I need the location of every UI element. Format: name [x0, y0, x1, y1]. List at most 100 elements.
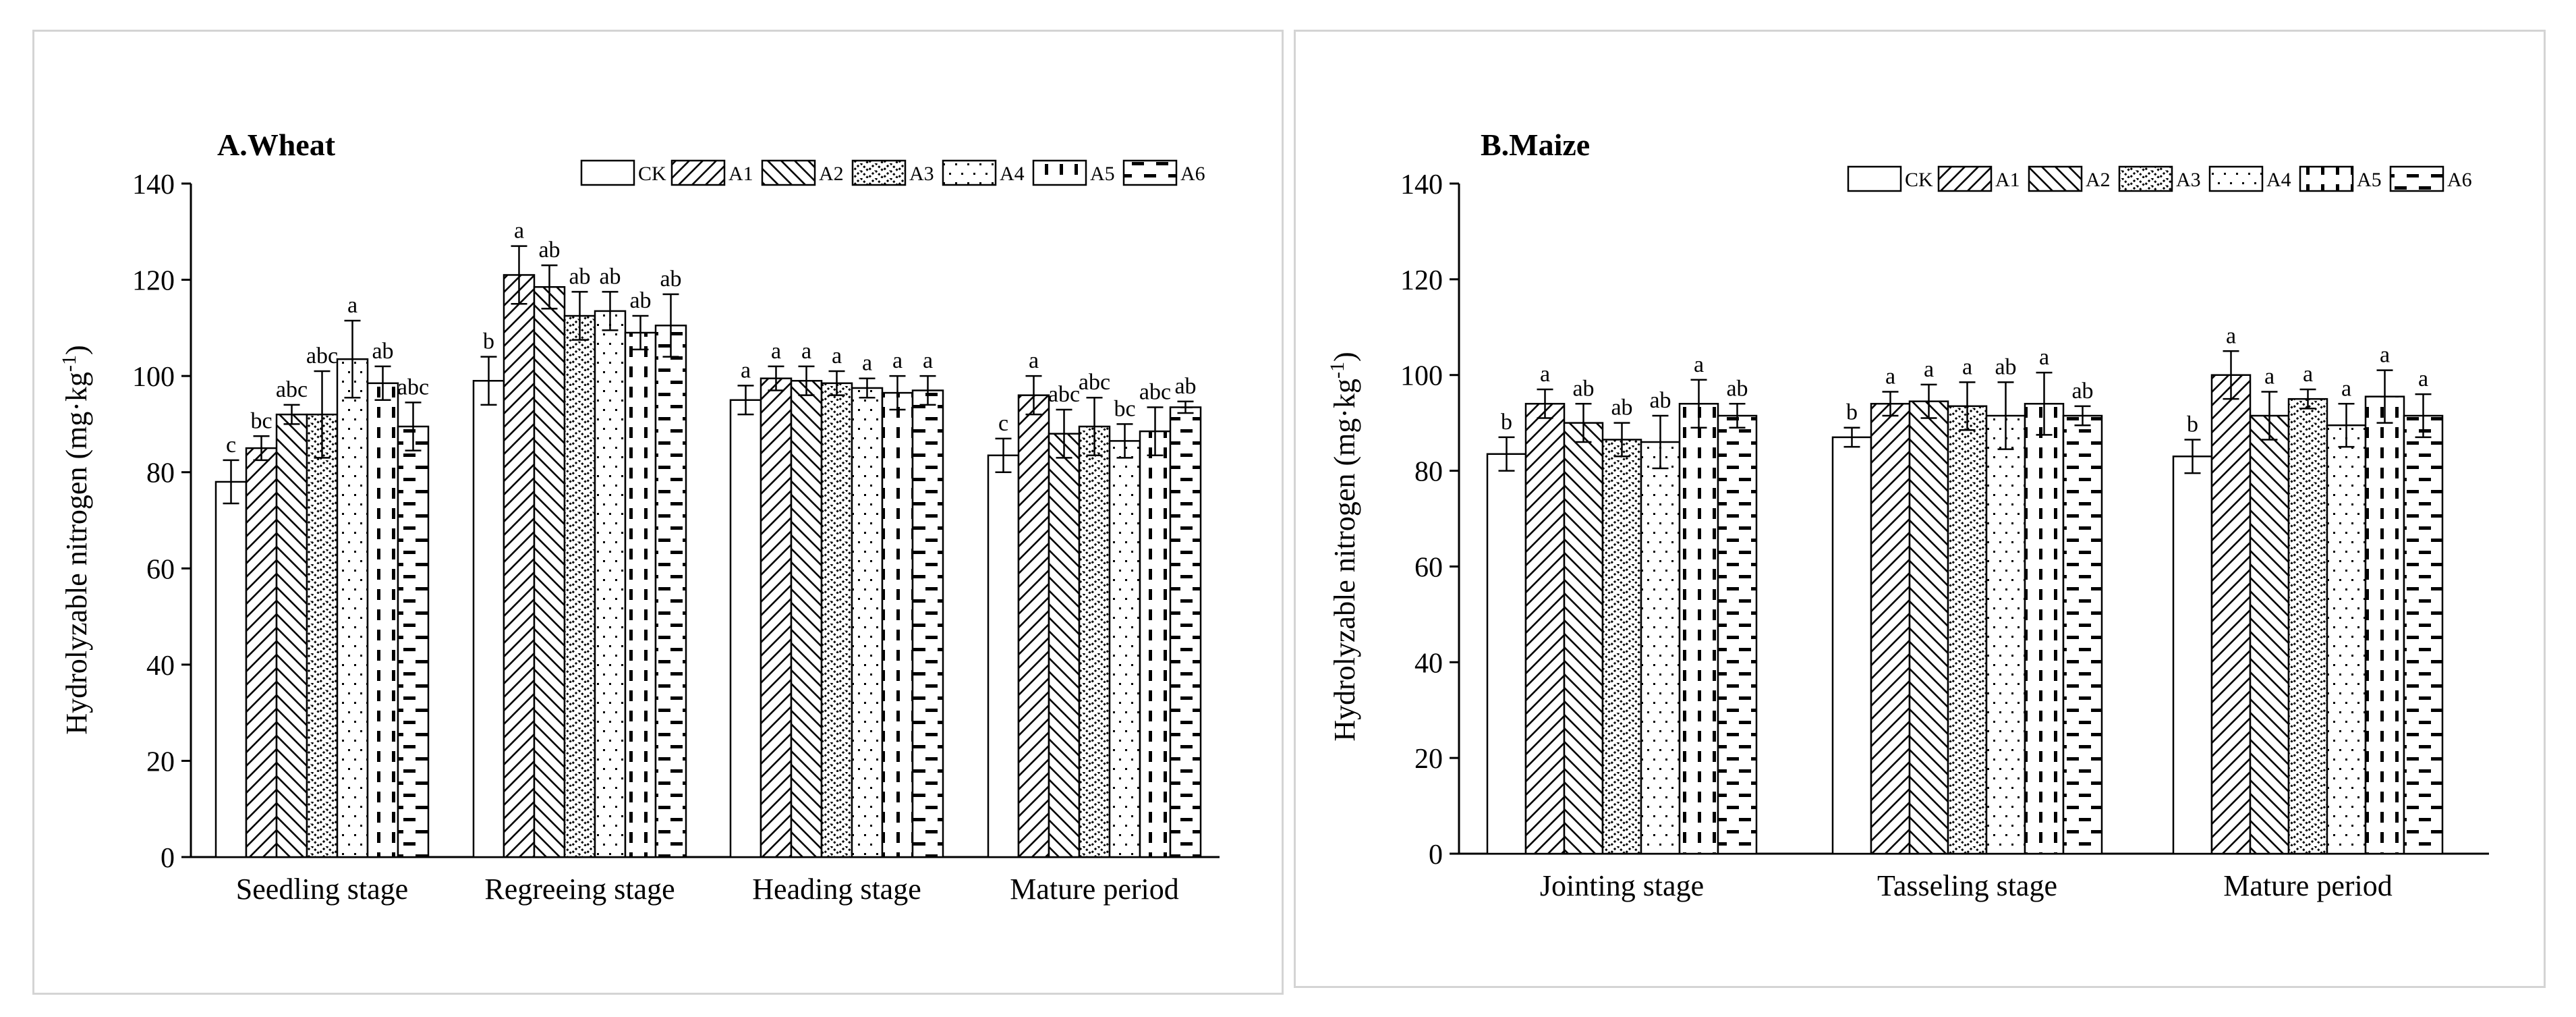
wheat-panel-title: A.Wheat — [217, 128, 336, 162]
maize-significance-label: a — [1962, 354, 1972, 379]
wheat-significance-label: c — [998, 411, 1008, 436]
wheat-bar — [911, 389, 944, 858]
wheat-significance-label: ab — [1174, 374, 1196, 399]
maize-significance-label: a — [1540, 362, 1550, 387]
wheat-significance-label: ab — [629, 288, 651, 313]
wheat-y-axis-label-exp: -1 — [58, 355, 80, 372]
maize-significance-label: a — [2226, 323, 2236, 348]
maize-bar — [1870, 403, 1911, 855]
wheat-bar — [1139, 430, 1172, 858]
wheat-bar — [533, 286, 566, 858]
wheat-category-label: Seedling stage — [236, 873, 408, 906]
wheat-significance-label: a — [741, 358, 751, 383]
wheat-y-axis-label-main: Hydrolyzable nitrogen (mg·kg — [60, 372, 93, 735]
wheat-significance-label: abc — [1048, 382, 1080, 407]
maize-legend-label: A6 — [2447, 169, 2472, 191]
maize-significance-label: a — [1694, 352, 1704, 377]
maize-legend-label: A4 — [2266, 169, 2291, 191]
wheat-legend-label: CK — [638, 163, 666, 185]
maize-bar — [2287, 397, 2328, 855]
maize-legend-swatch — [1937, 165, 1993, 192]
wheat-bar — [306, 413, 339, 858]
wheat-legend-swatch — [1122, 159, 1178, 186]
maize-legend-label: CK — [1905, 169, 1933, 191]
wheat-legend-swatch — [942, 159, 997, 186]
wheat-significance-label: abc — [1139, 379, 1171, 404]
maize-bar — [1640, 441, 1681, 855]
wheat-legend: CK A1 A2 A3 A4 A5 A6 — [580, 159, 1205, 186]
wheat-significance-label: abc — [1079, 370, 1110, 395]
maize-y-axis-label-close: ) — [1328, 352, 1361, 362]
maize-significance-label: a — [2418, 366, 2428, 391]
wheat-bar — [594, 310, 627, 858]
maize-y-axis-label-main: Hydrolyzable nitrogen (mg·kg — [1328, 379, 1361, 742]
wheat-bar — [624, 331, 657, 858]
wheat-significance-label: a — [923, 348, 933, 373]
wheat-legend-swatch — [761, 159, 816, 186]
wheat-y-tick-label: 60 — [146, 554, 175, 585]
maize-significance-label: ab — [1726, 376, 1748, 401]
maize-significance-label: a — [2303, 362, 2313, 387]
wheat-significance-label: ab — [599, 264, 621, 289]
wheat-bar — [275, 413, 308, 858]
maize-legend-swatch — [2028, 165, 2083, 192]
wheat-significance-label: bc — [1114, 396, 1135, 421]
wheat-y-tick-label: 20 — [146, 746, 175, 777]
maize-significance-label: ab — [1649, 388, 1671, 413]
maize-bar — [1717, 414, 1758, 855]
wheat-significance-label: ab — [372, 339, 393, 364]
svg-text:Hydrolyzable nitrogen (mg·kg-1: Hydrolyzable nitrogen (mg·kg-1) — [58, 345, 93, 734]
maize-panel-title: B.Maize — [1481, 128, 1590, 162]
maize-y-axis-label-exp: -1 — [1326, 362, 1348, 379]
wheat-legend-label: A6 — [1180, 163, 1205, 185]
wheat-bar — [472, 380, 505, 858]
maize-legend-swatch — [2118, 165, 2173, 192]
maize-significance-label: ab — [1995, 354, 2016, 379]
maize-y-tick-label: 60 — [1414, 552, 1443, 583]
maize-significance-label: a — [1924, 357, 1934, 382]
wheat-legend-swatch — [1032, 159, 1087, 186]
wheat-legend-label: A1 — [728, 163, 753, 185]
wheat-bar — [563, 314, 596, 858]
maize-y-tick-label: 80 — [1414, 457, 1443, 488]
maize-y-tick-label: 20 — [1414, 744, 1443, 775]
maize-significance-label: b — [2187, 412, 2198, 437]
maize-bar — [1985, 414, 2026, 855]
maize-y-tick-label: 40 — [1414, 648, 1443, 679]
maize-significance-label: a — [2380, 343, 2390, 368]
wheat-legend-label: A4 — [1000, 163, 1025, 185]
maize-bar — [2024, 403, 2065, 855]
wheat-bar — [820, 382, 853, 858]
wheat-y-tick-label: 40 — [146, 651, 175, 682]
wheat-bar — [336, 358, 369, 858]
maize-bar — [1486, 453, 1527, 855]
wheat-plot: 020406080100120140cbcabcabcaababcSeedlin… — [132, 159, 1220, 906]
maize-bar — [1601, 439, 1642, 855]
maize-category-label: Tasseling stage — [1877, 869, 2057, 902]
maize-legend-label: A1 — [1995, 169, 2020, 191]
wheat-bar — [397, 425, 430, 858]
maize-significance-label: a — [1885, 364, 1895, 389]
maize-legend: CK A1 A2 A3 A4 A5 A6 — [1847, 165, 2472, 192]
maize-bar — [2210, 374, 2252, 855]
wheat-y-axis-label-close: ) — [60, 345, 93, 355]
wheat-y-tick-label: 80 — [146, 458, 175, 489]
maize-y-tick-label: 140 — [1400, 169, 1443, 200]
maize-bar — [1678, 403, 1719, 855]
wheat-significance-label: a — [801, 339, 811, 364]
maize-bar — [2326, 424, 2367, 855]
wheat-significance-label: a — [347, 293, 357, 318]
wheat-category-label: Heading stage — [752, 873, 921, 906]
wheat-y-tick-label: 140 — [132, 169, 175, 200]
wheat-bar — [851, 387, 884, 858]
wheat-bar — [1048, 433, 1081, 858]
maize-bar — [1831, 436, 1872, 855]
maize-bar — [2249, 414, 2290, 855]
wheat-significance-label: c — [226, 433, 236, 458]
maize-y-axis-label: Hydrolyzable nitrogen (mg·kg-1) — [1326, 352, 1361, 741]
wheat-bar — [214, 480, 248, 858]
wheat-bar — [987, 454, 1020, 858]
wheat-significance-label: bc — [250, 408, 272, 433]
maize-significance-label: a — [2039, 345, 2049, 370]
